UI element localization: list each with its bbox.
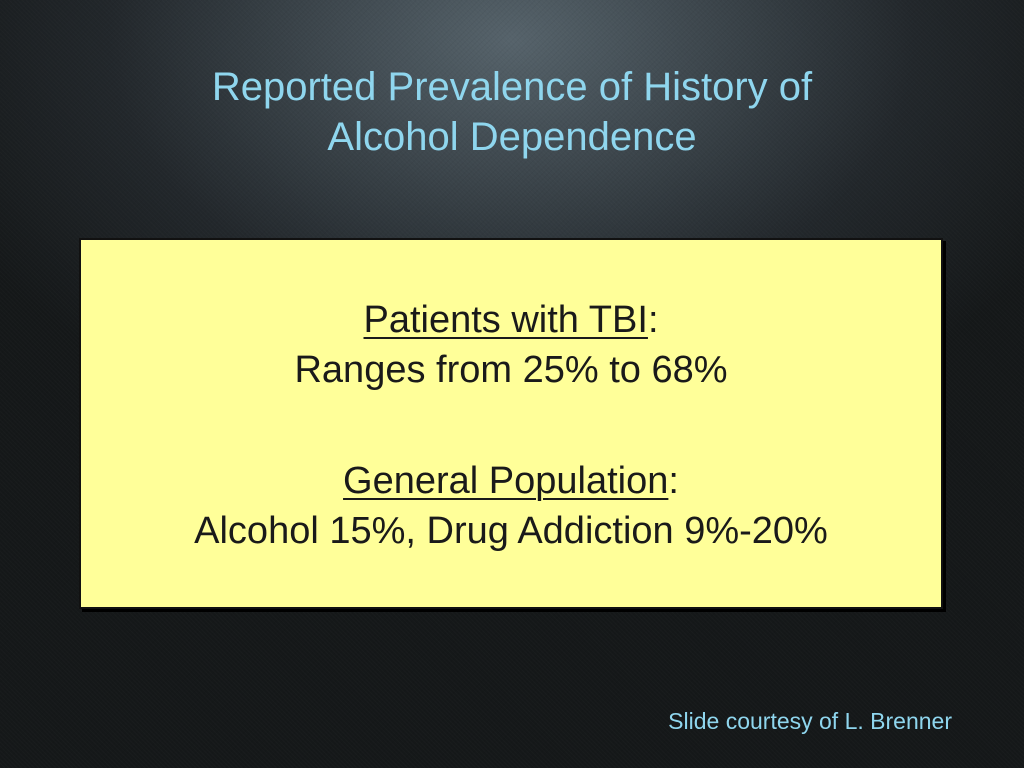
tbi-block: Patients with TBI: Ranges from 25% to 68… [81,295,941,395]
general-heading-line: General Population: [81,456,941,506]
tbi-value: Ranges from 25% to 68% [294,349,728,391]
general-heading-colon: : [668,460,679,502]
content-box: Patients with TBI: Ranges from 25% to 68… [79,238,943,609]
slide-title-line-2: Alcohol Dependence [327,115,697,159]
tbi-heading-line: Patients with TBI: [81,295,941,345]
slide-title: Reported Prevalence of History of Alcoho… [60,62,964,162]
slide-credit: Slide courtesy of L. Brenner [668,708,952,734]
general-heading: General Population [343,460,669,502]
slide-title-line-1: Reported Prevalence of History of [211,65,813,109]
tbi-heading: Patients with TBI [363,299,648,341]
tbi-heading-colon: : [647,299,659,341]
general-population-block: General Population: Alcohol 15%, Drug Ad… [81,456,941,556]
general-value: Alcohol 15%, Drug Addiction 9%-20% [194,510,828,552]
